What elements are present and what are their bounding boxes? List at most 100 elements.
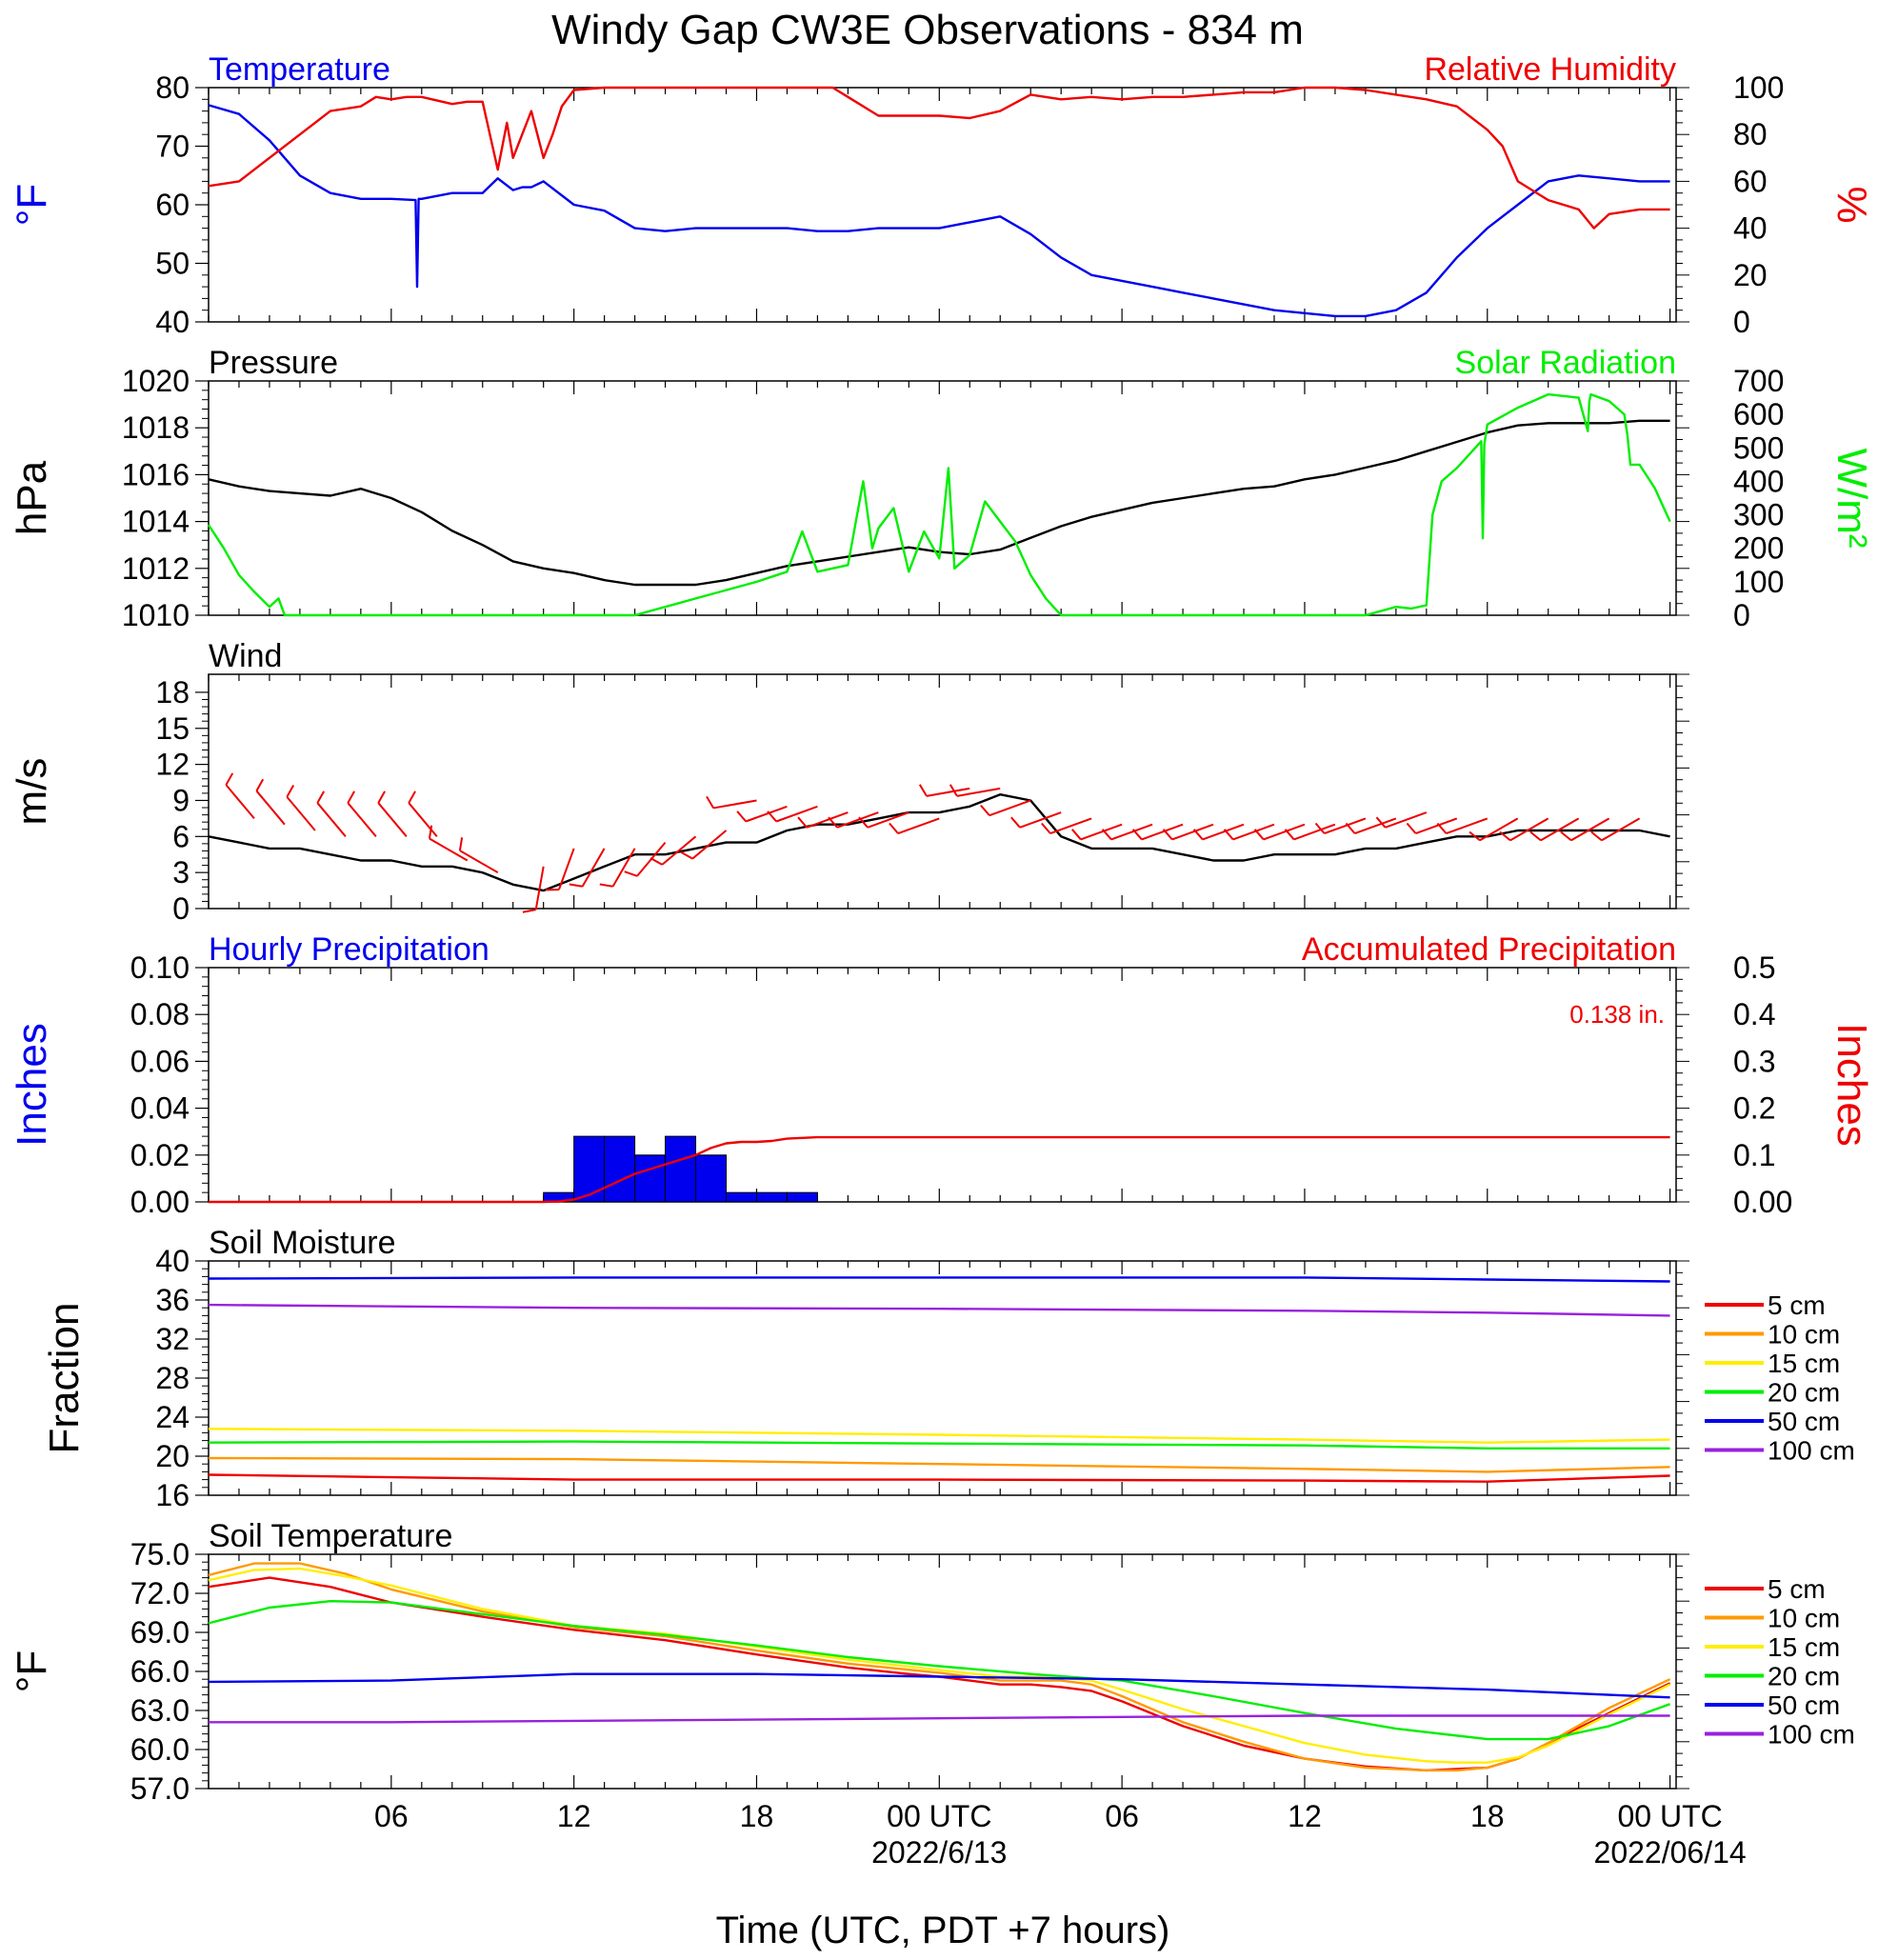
wind-barb — [1080, 823, 1123, 841]
y-right-tick-label: 200 — [1733, 531, 1784, 566]
x-tick-label: 18 — [740, 1799, 774, 1833]
series-line-1 — [207, 392, 1671, 617]
wind-barb-flag — [680, 850, 693, 860]
y-left-tick-label: 40 — [155, 305, 190, 339]
y-left-tick-label: 75.0 — [130, 1537, 190, 1571]
y-axis-label-left: m/s — [9, 758, 55, 826]
precip-bar — [726, 1191, 757, 1203]
wind-barb — [1601, 817, 1641, 842]
wind-barb — [1415, 817, 1458, 835]
series-20-cm — [208, 1599, 1671, 1741]
panel-title-left: Hourly Precipitation — [209, 931, 489, 968]
precip-bar — [695, 1154, 728, 1203]
series-100-cm — [209, 1714, 1670, 1724]
series-line-0 — [208, 104, 1670, 318]
wind-barb-flag — [1192, 829, 1204, 841]
wind-barb-flag — [1223, 829, 1234, 841]
wind-barb — [377, 802, 408, 837]
y-right-tick-label: 700 — [1733, 364, 1784, 398]
y-left-tick-label: 0.08 — [130, 997, 190, 1031]
wind-barb-flag — [1345, 822, 1356, 834]
y-right-tick-label: 500 — [1733, 430, 1784, 465]
series-50-cm — [208, 1276, 1670, 1283]
wind-barb-flag — [736, 810, 747, 823]
y-left-tick-label: 36 — [155, 1283, 190, 1317]
wind-barb-flag — [1529, 830, 1542, 842]
series-10-cm — [208, 1562, 1671, 1772]
series-100-cm — [208, 1303, 1670, 1317]
wind-barb — [316, 802, 347, 837]
y-left-tick-label: 9 — [172, 783, 190, 817]
precip-bar — [573, 1135, 606, 1203]
wind-barb — [1263, 823, 1306, 841]
series-50-cm — [208, 1672, 1670, 1699]
y-left-tick-label: 63.0 — [130, 1693, 190, 1728]
series-line-0 — [209, 1135, 1670, 1204]
y-left-tick-label: 20 — [155, 1439, 190, 1473]
accumulation-annotation: 0.138 in. — [1569, 1000, 1665, 1029]
y-right-tick-label: 0.2 — [1733, 1091, 1775, 1126]
wind-barb — [1479, 817, 1519, 842]
y-right-tick-label: 100 — [1733, 565, 1784, 599]
y-axis-label-left: Inches — [9, 1023, 55, 1147]
legend-label: 5 cm — [1768, 1574, 1826, 1604]
wind-barb-flag — [706, 795, 715, 809]
wind-barb — [713, 799, 757, 810]
precip-bar — [634, 1154, 667, 1203]
y-left-tick-label: 57.0 — [130, 1771, 190, 1806]
legend-label: 5 cm — [1768, 1290, 1826, 1320]
wind-barb — [1324, 817, 1367, 835]
wind-barb — [408, 802, 438, 837]
y-right-tick-label: 0 — [1733, 305, 1750, 339]
x-tick-label: 12 — [1288, 1799, 1322, 1833]
legend-label: 15 cm — [1768, 1632, 1840, 1662]
y-left-tick-label: 70 — [155, 130, 190, 164]
y-axis-label-right: % — [1828, 186, 1875, 223]
y-left-tick-label: 40 — [155, 1244, 190, 1278]
wind-barb-flag — [458, 837, 464, 851]
y-right-tick-label: 0.4 — [1733, 997, 1775, 1031]
wind-barb-flag — [797, 816, 808, 829]
wind-barb — [1141, 823, 1184, 841]
y-right-tick-label: 0 — [1733, 598, 1750, 632]
panel-title-right: Accumulated Precipitation — [1302, 931, 1676, 968]
panel-1: 40 50 60 70 80 0 20 40 60 80 100 Temperature Relativ… — [9, 51, 1875, 339]
y-axis-label-left: °F — [9, 1650, 55, 1692]
legend-label: 10 cm — [1768, 1320, 1840, 1350]
y-left-tick-label: 3 — [172, 855, 190, 890]
wind-barb-flag — [1468, 830, 1481, 842]
wind-barb — [661, 835, 697, 866]
legend-label: 100 cm — [1768, 1720, 1855, 1750]
wind-barb-flag — [1406, 822, 1417, 834]
wind-barb — [1110, 823, 1153, 841]
legend-label: 15 cm — [1768, 1349, 1840, 1378]
panel-title-left: Soil Moisture — [209, 1225, 396, 1261]
series-15-cm — [208, 1428, 1670, 1444]
y-axis-label-right: Inches — [1828, 1023, 1875, 1147]
y-left-tick-label: 0.00 — [130, 1185, 190, 1219]
series-10-cm — [208, 1456, 1670, 1473]
y-left-tick-label: 1020 — [122, 364, 190, 398]
wind-barb — [611, 848, 636, 888]
wind-barb-flag — [522, 909, 536, 913]
wind-barb — [1354, 817, 1397, 835]
y-right-tick-label: 80 — [1733, 117, 1768, 151]
wind-barb-flag — [889, 822, 899, 834]
y-right-tick-label: 20 — [1733, 258, 1768, 292]
wind-barb-flag — [1590, 830, 1603, 842]
wind-barb-flag — [1375, 816, 1387, 829]
precip-bar — [665, 1135, 697, 1203]
y-left-tick-label: 1014 — [122, 505, 190, 539]
wind-barb-flag — [599, 883, 613, 888]
wind-barb-flag — [428, 825, 433, 839]
wind-barb — [1171, 823, 1214, 841]
y-left-tick-label: 50 — [155, 247, 190, 281]
y-left-tick-label: 0.02 — [130, 1138, 190, 1172]
wind-barb-flag — [347, 790, 355, 804]
y-right-tick-label: 100 — [1733, 70, 1784, 105]
wind-barb — [286, 796, 316, 831]
wind-barb-flag — [980, 804, 990, 816]
